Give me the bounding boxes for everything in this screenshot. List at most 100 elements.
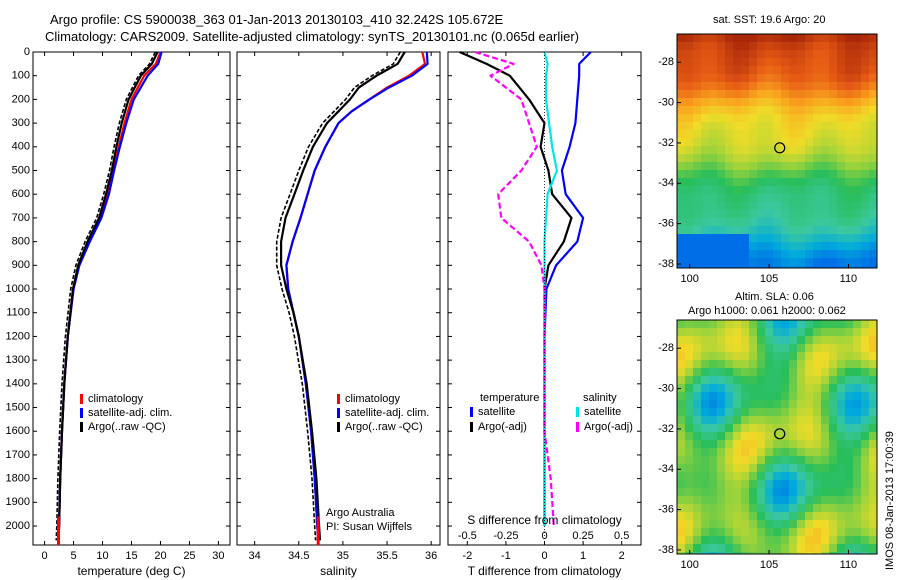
sla-map-frame: [676, 319, 878, 555]
heatmap-cell: [693, 496, 702, 505]
heatmap-cell: [773, 464, 782, 473]
heatmap-cell: [797, 536, 806, 545]
heatmap-cell: [797, 408, 806, 417]
heatmap-cell: [709, 74, 718, 83]
heatmap-cell: [709, 320, 718, 329]
heatmap-cell: [821, 106, 830, 115]
heatmap-cell: [821, 496, 830, 505]
heatmap-cell: [861, 400, 870, 409]
heatmap-cell: [845, 424, 854, 433]
heatmap-cell: [709, 42, 718, 51]
heatmap-cell: [725, 456, 734, 465]
heatmap-cell: [685, 202, 694, 211]
heatmap-cell: [853, 320, 862, 329]
heatmap-cell: [709, 210, 718, 219]
heatmap-cell: [845, 440, 854, 449]
heatmap-cell: [853, 504, 862, 513]
heatmap-cell: [821, 34, 830, 43]
heatmap-cell: [861, 368, 870, 377]
heatmap-cell: [725, 512, 734, 521]
heatmap-cell: [781, 344, 790, 353]
heatmap-cell: [837, 154, 846, 163]
heatmap-cell: [869, 320, 877, 329]
heatmap-cell: [717, 186, 726, 195]
y-tick-label: 500: [12, 164, 30, 176]
heatmap-cell: [813, 250, 822, 259]
heatmap-cell: [805, 98, 814, 107]
heatmap-cell: [805, 218, 814, 227]
heatmap-cell: [813, 106, 822, 115]
heatmap-cell: [701, 536, 710, 545]
heatmap-cell: [861, 448, 870, 457]
heatmap-cell: [693, 146, 702, 155]
heatmap-cell: [701, 82, 710, 91]
heatmap-cell: [677, 424, 686, 433]
heatmap-cell: [685, 178, 694, 187]
heatmap-cell: [845, 504, 854, 513]
heatmap-cell: [861, 146, 870, 155]
heatmap-cell: [693, 170, 702, 179]
heatmap-cell: [821, 162, 830, 171]
heatmap-cell: [749, 90, 758, 99]
heatmap-cell: [869, 392, 877, 401]
heatmap-cell: [701, 234, 710, 243]
heatmap-cell: [837, 536, 846, 545]
salinity-panel: 34 34.5 35 35.5 36salinityclimatologysatelli…: [236, 51, 441, 578]
heatmap-cell: [765, 178, 774, 187]
heatmap-cell: [861, 496, 870, 505]
heatmap-cell: [821, 432, 830, 441]
heatmap-cell: [813, 392, 822, 401]
heatmap-cell: [845, 360, 854, 369]
heatmap-cell: [861, 122, 870, 131]
heatmap-cell: [749, 360, 758, 369]
heatmap-cell: [701, 432, 710, 441]
heatmap-cell: [757, 242, 766, 251]
legend-swatch: [80, 408, 83, 418]
heatmap-cell: [677, 440, 686, 449]
heatmap-cell: [829, 138, 838, 147]
heatmap-cell: [749, 66, 758, 75]
heatmap-cell: [685, 424, 694, 433]
heatmap-cell: [725, 194, 734, 203]
heatmap-cell: [797, 472, 806, 481]
heatmap-cell: [717, 58, 726, 67]
heatmap-cell: [813, 242, 822, 251]
heatmap-cell: [677, 74, 686, 83]
heatmap-cell: [741, 552, 750, 554]
heatmap-cell: [765, 58, 774, 67]
heatmap-cell: [861, 98, 870, 107]
heatmap-cell: [701, 242, 710, 251]
heatmap-cell: [829, 424, 838, 433]
heatmap-cell: [741, 90, 750, 99]
heatmap-cell: [733, 258, 742, 267]
heatmap-cell: [853, 512, 862, 521]
heatmap-cell: [813, 480, 822, 489]
heatmap-cell: [837, 472, 846, 481]
heatmap-cell: [701, 210, 710, 219]
heatmap-cell: [733, 424, 742, 433]
heatmap-cell: [701, 512, 710, 521]
heatmap-cell: [757, 472, 766, 481]
heatmap-cell: [805, 242, 814, 251]
heatmap-cell: [853, 440, 862, 449]
heatmap-cell: [797, 242, 806, 251]
heatmap-cell: [789, 376, 798, 385]
heatmap-cell: [813, 98, 822, 107]
heatmap-cell: [821, 512, 830, 521]
series-line-satellite-adj-clim-: [285, 51, 429, 541]
heatmap-cell: [821, 146, 830, 155]
heatmap-cell: [733, 250, 742, 259]
heatmap-cell: [837, 162, 846, 171]
heatmap-cell: [757, 496, 766, 505]
heatmap-cell: [749, 472, 758, 481]
heatmap-cell: [717, 464, 726, 473]
map-y-tick-label: -30: [658, 382, 674, 394]
heatmap-cell: [845, 170, 854, 179]
heatmap-cell: [701, 336, 710, 345]
heatmap-cell: [845, 106, 854, 115]
heatmap-cell: [733, 50, 742, 59]
heatmap-cell: [693, 384, 702, 393]
heatmap-cell: [701, 328, 710, 337]
heatmap-cell: [709, 496, 718, 505]
heatmap-cell: [789, 74, 798, 83]
